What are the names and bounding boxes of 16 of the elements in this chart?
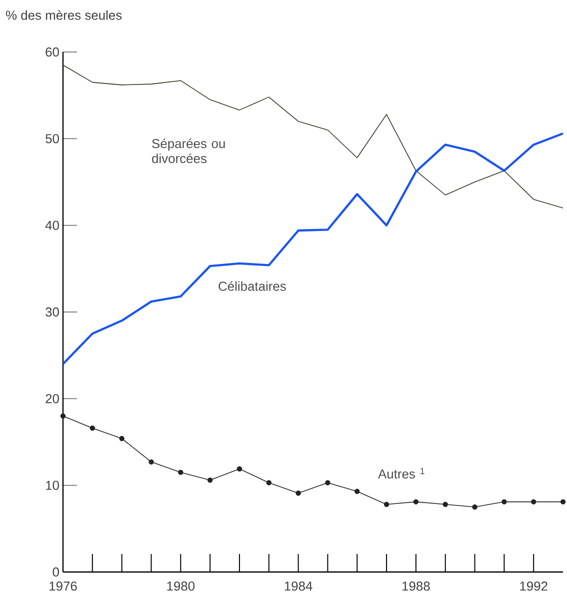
y-tick-label: 50 — [46, 134, 59, 144]
y-tick-label: 10 — [46, 480, 59, 490]
x-tick-label: 1980 — [167, 582, 195, 591]
series-label: Autres $^{1}$ — [378, 468, 424, 479]
y-tick-label: 30 — [46, 307, 59, 317]
y-tick-label: 20 — [46, 394, 59, 404]
y-axis-title: % des mères seules — [6, 10, 122, 20]
x-tick-label: 1984 — [284, 582, 312, 591]
y-tick-label: 60 — [46, 47, 59, 57]
text: Séparées ou divorcées — [152, 138, 225, 164]
x-tick-label: 1992 — [520, 582, 548, 591]
series-label: Célibataires — [218, 281, 286, 291]
x-tick-label: 1988 — [402, 582, 430, 591]
x-tick-label: 1976 — [50, 582, 77, 591]
y-tick-label: 40 — [45, 220, 59, 230]
y-tick-label: 0 — [52, 567, 59, 577]
